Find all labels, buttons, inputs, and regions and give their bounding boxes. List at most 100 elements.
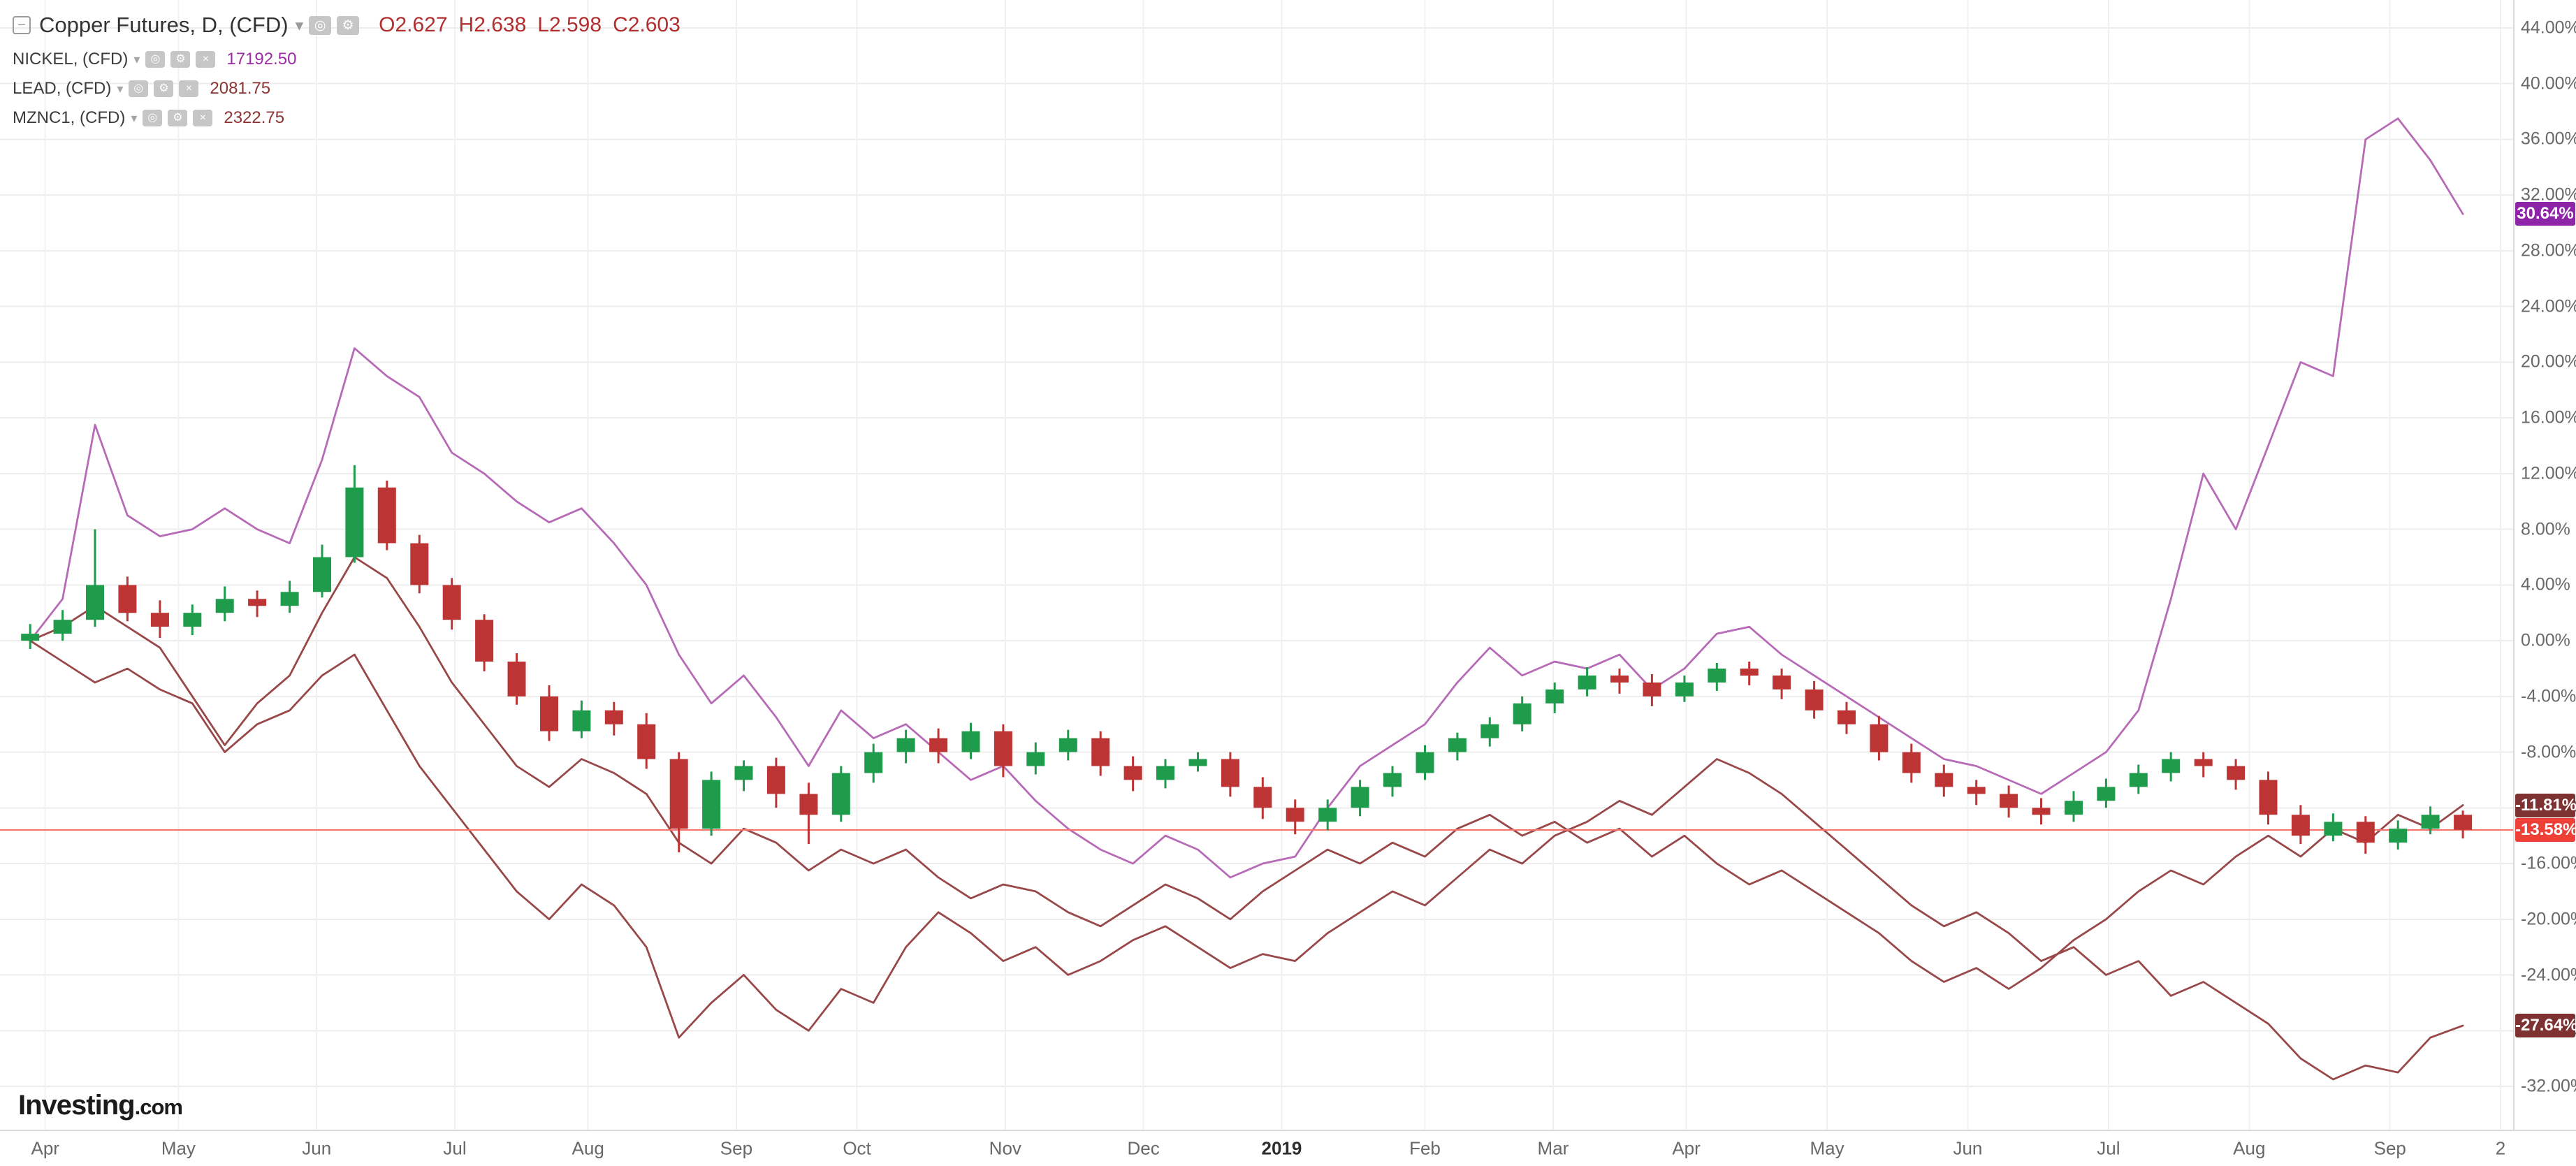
chart-plot-area[interactable] xyxy=(0,0,2513,1130)
candle-body xyxy=(1545,689,1564,704)
candle-body xyxy=(1221,759,1239,787)
x-axis-tick-label: May xyxy=(1810,1137,1844,1159)
chevron-down-icon[interactable]: ▾ xyxy=(295,15,304,34)
candle-body xyxy=(280,592,299,606)
overlay-name[interactable]: NICKEL, (CFD) xyxy=(13,50,129,68)
chevron-down-icon[interactable]: ▾ xyxy=(133,52,140,66)
settings-gear-icon[interactable]: ⚙ xyxy=(168,110,188,126)
settings-gear-icon[interactable]: ⚙ xyxy=(154,80,174,97)
candle-body xyxy=(2389,829,2408,843)
overlay-row-nickel[interactable]: NICKEL, (CFD) ▾ ◎ ⚙ × 17192.50 xyxy=(13,48,681,71)
candle-body xyxy=(2356,822,2375,843)
logo-suffix: .com xyxy=(134,1095,183,1119)
x-axis-tick-label: Apr xyxy=(1672,1137,1701,1159)
candle-body xyxy=(1253,787,1272,808)
y-axis-tick-label: 24.00% xyxy=(2521,296,2576,316)
candle-body xyxy=(831,773,850,815)
y-axis-tick-label: 20.00% xyxy=(2521,351,2576,372)
close-icon[interactable]: × xyxy=(196,51,216,68)
price-tag: -11.81% xyxy=(2515,793,2576,817)
price-tag: 30.64% xyxy=(2515,202,2575,226)
overlay-row-mznc1[interactable]: MZNC1, (CFD) ▾ ◎ ⚙ × 2322.75 xyxy=(13,106,681,130)
candle-body xyxy=(1838,710,1856,724)
visibility-eye-icon[interactable]: ◎ xyxy=(145,51,166,68)
investing-com-logo[interactable]: Investing.com xyxy=(18,1090,183,1121)
candle-body xyxy=(1026,752,1045,766)
candle-body xyxy=(1383,773,1402,787)
candle-body xyxy=(53,620,72,634)
close-icon[interactable]: × xyxy=(179,80,199,97)
x-axis-tick-label: Jun xyxy=(1953,1137,1983,1159)
candle-body xyxy=(799,794,818,815)
overlay-name[interactable]: MZNC1, (CFD) xyxy=(13,108,126,127)
overlay-value: 2322.75 xyxy=(224,108,285,127)
price-axis[interactable]: 44.00% 40.00% 36.00% 32.00% 28.00% 24.00% 20.0… xyxy=(2513,0,2576,1130)
candle-body xyxy=(2324,822,2343,836)
x-axis-tick-label: Apr xyxy=(31,1137,59,1159)
legend-collapse-icon[interactable]: − xyxy=(13,16,31,34)
y-axis-tick-label: 40.00% xyxy=(2521,73,2576,94)
candle-body xyxy=(896,738,915,752)
open-value: O2.627 xyxy=(379,13,448,36)
candle-body xyxy=(410,543,429,585)
x-axis-tick-label: Sep xyxy=(2373,1137,2406,1159)
candle-body xyxy=(1188,759,1207,766)
candle-body xyxy=(215,599,234,613)
candle-body xyxy=(1610,675,1629,683)
overlay-row-lead[interactable]: LEAD, (CFD) ▾ ◎ ⚙ × 2081.75 xyxy=(13,77,681,101)
y-axis-tick-label: -20.00% xyxy=(2521,909,2576,929)
visibility-eye-icon[interactable]: ◎ xyxy=(309,15,332,35)
zinc-series-line xyxy=(29,639,2464,1081)
candle-body xyxy=(86,585,104,620)
symbol-title[interactable]: Copper Futures, D, (CFD) xyxy=(39,13,289,37)
candle-body xyxy=(118,585,137,613)
overlay-name[interactable]: LEAD, (CFD) xyxy=(13,79,112,98)
candle-body xyxy=(540,696,558,731)
settings-gear-icon[interactable]: ⚙ xyxy=(170,51,191,68)
candle-body xyxy=(994,731,1012,766)
candle-body xyxy=(345,487,364,558)
x-axis-tick-label: Sep xyxy=(720,1137,753,1159)
candle-body xyxy=(766,766,785,794)
y-axis-tick-label: 16.00% xyxy=(2521,407,2576,428)
chevron-down-icon[interactable]: ▾ xyxy=(131,110,138,125)
candle-body xyxy=(1351,787,1369,808)
x-axis-tick-label: 2019 xyxy=(1261,1137,1302,1159)
overlay-value: 2081.75 xyxy=(210,79,271,98)
candle-body xyxy=(507,662,526,697)
close-icon[interactable]: × xyxy=(193,110,213,126)
candle-body xyxy=(637,724,656,759)
candle-body xyxy=(2097,787,2116,801)
candle-body xyxy=(1870,724,1889,752)
time-axis[interactable]: Apr May Jun Jul Aug Sep Oct Nov Dec 2019 Feb Mar Apr… xyxy=(0,1130,2576,1166)
price-tag: -27.64% xyxy=(2515,1014,2576,1038)
candle-body xyxy=(1675,682,1694,697)
candle-body xyxy=(1091,738,1110,766)
candle-body xyxy=(669,759,688,829)
candle-body xyxy=(1967,787,1986,794)
ohlc-values: O2.627 H2.638 L2.598 C2.603 xyxy=(368,13,681,37)
y-axis-tick-label: -8.00% xyxy=(2521,742,2576,762)
x-axis-tick-label: Jun xyxy=(302,1137,332,1159)
candle-body xyxy=(1123,766,1142,780)
candle-body xyxy=(604,710,623,724)
candle-body xyxy=(313,557,331,592)
candle-body xyxy=(961,731,980,752)
candle-body xyxy=(2032,808,2051,815)
settings-gear-icon[interactable]: ⚙ xyxy=(337,15,360,35)
candle-body xyxy=(1708,669,1726,683)
candle-body xyxy=(1156,766,1174,780)
visibility-eye-icon[interactable]: ◎ xyxy=(143,110,163,126)
visibility-eye-icon[interactable]: ◎ xyxy=(129,80,149,97)
x-axis-tick-label: Oct xyxy=(843,1137,871,1159)
candle-body xyxy=(1480,724,1499,738)
candle-body xyxy=(1448,738,1467,752)
candle-body xyxy=(1935,773,1953,787)
price-tag: -13.58% xyxy=(2515,817,2576,842)
overlay-value: 17192.50 xyxy=(226,50,297,68)
chevron-down-icon[interactable]: ▾ xyxy=(117,81,124,96)
x-axis-tick-label: Jul xyxy=(443,1137,467,1159)
main-symbol-row[interactable]: − Copper Futures, D, (CFD) ▾ ◎ ⚙ O2.627 H… xyxy=(13,8,681,42)
x-axis-tick-label: Dec xyxy=(1127,1137,1160,1159)
